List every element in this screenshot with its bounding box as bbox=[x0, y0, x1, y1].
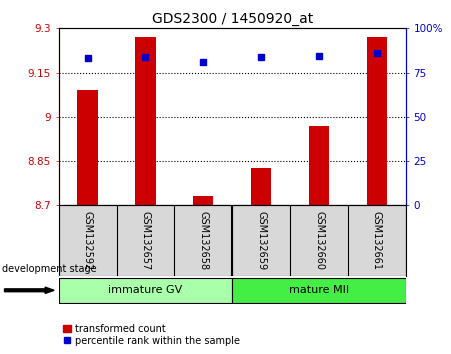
Text: GSM132659: GSM132659 bbox=[256, 211, 266, 270]
Bar bbox=[309, 126, 329, 205]
Title: GDS2300 / 1450920_at: GDS2300 / 1450920_at bbox=[152, 12, 313, 26]
Text: immature GV: immature GV bbox=[108, 285, 183, 295]
Text: GSM132592: GSM132592 bbox=[83, 211, 92, 270]
Text: GSM132657: GSM132657 bbox=[140, 211, 151, 270]
Text: development stage: development stage bbox=[2, 264, 97, 274]
Text: GSM132660: GSM132660 bbox=[314, 211, 324, 270]
Bar bbox=[59, 278, 232, 303]
Legend: transformed count, percentile rank within the sample: transformed count, percentile rank withi… bbox=[64, 324, 240, 346]
Text: GSM132661: GSM132661 bbox=[372, 211, 382, 270]
Bar bbox=[367, 37, 387, 205]
Bar bbox=[193, 196, 213, 205]
Bar bbox=[251, 169, 272, 205]
Bar bbox=[135, 37, 156, 205]
Bar bbox=[78, 90, 98, 205]
Text: GSM132658: GSM132658 bbox=[198, 211, 208, 270]
Bar bbox=[232, 278, 406, 303]
Text: mature MII: mature MII bbox=[289, 285, 349, 295]
